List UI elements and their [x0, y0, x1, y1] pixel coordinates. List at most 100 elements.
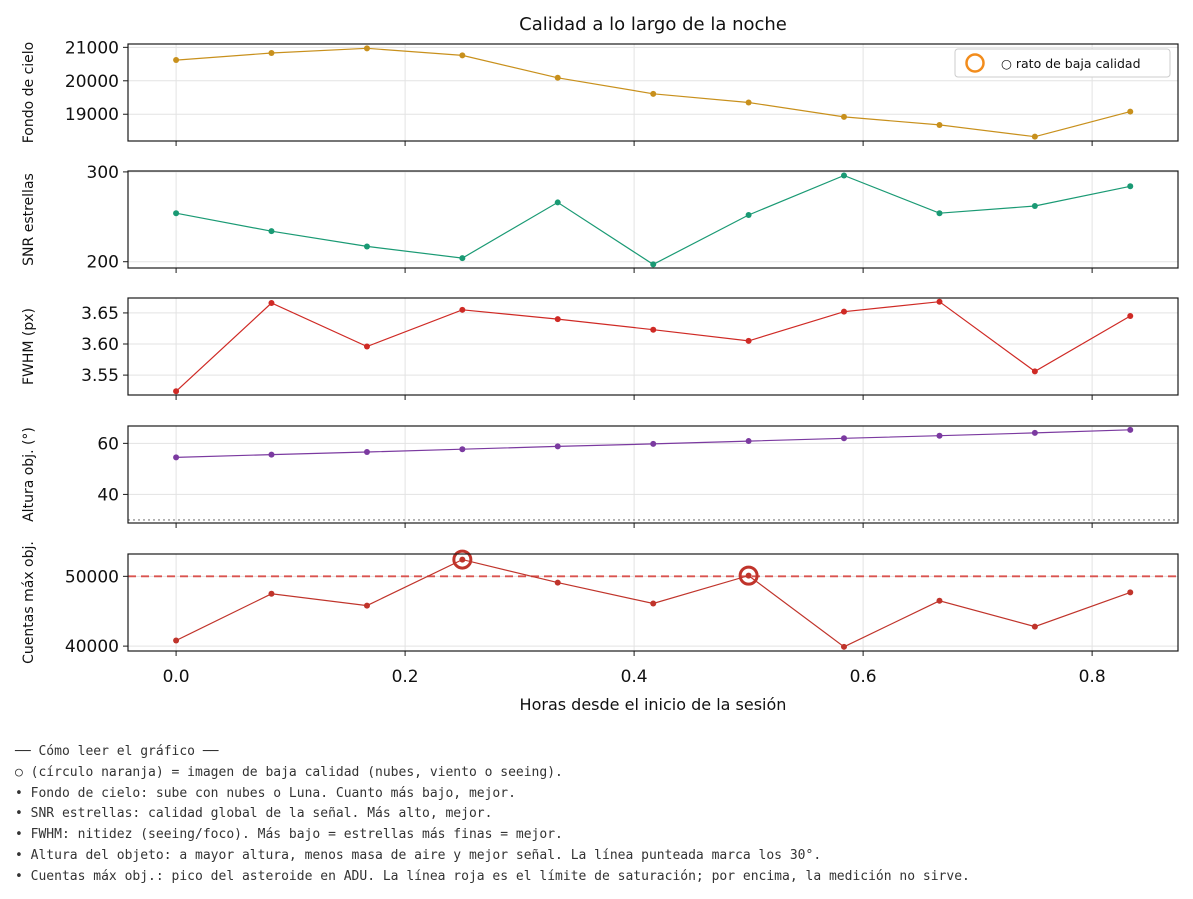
legend-box — [954, 48, 1171, 78]
panel-2: 200 300 SNR estrellas — [21, 163, 1179, 273]
data-point — [745, 572, 752, 579]
y-axis-label: FWHM (px) — [21, 308, 37, 385]
data-point — [268, 50, 275, 57]
series-line — [175, 301, 1131, 392]
axes-frame — [127, 553, 1179, 652]
y-tick-label: 3.55 — [81, 366, 119, 386]
data-point — [173, 57, 180, 64]
axes-frame — [127, 425, 1179, 524]
x-tick-label: 0.4 — [621, 667, 648, 687]
data-point — [936, 298, 943, 305]
data-point — [268, 299, 275, 306]
data-point — [268, 228, 275, 235]
y-axis-label: Cuentas máx obj. — [21, 541, 37, 664]
data-point — [1127, 108, 1134, 115]
flag-marker — [452, 549, 473, 570]
data-point — [173, 454, 180, 461]
data-point — [1031, 203, 1038, 210]
data-point — [745, 99, 752, 106]
data-point — [363, 602, 370, 609]
data-point — [554, 199, 561, 206]
y-tick-label: 200 — [87, 253, 119, 273]
panel-3: 3.55 3.60 3.65 FWHM (px) — [21, 297, 1179, 400]
data-point — [459, 306, 466, 313]
data-point — [363, 343, 370, 350]
data-point — [554, 74, 561, 81]
data-point — [650, 600, 657, 607]
chart-title: Calidad a lo largo de la noche — [519, 14, 787, 35]
data-point — [1031, 429, 1038, 436]
reading-notes: ── Cómo leer el gráfico ── ○ (círculo na… — [15, 742, 1175, 888]
data-point — [1127, 313, 1134, 320]
data-point — [554, 579, 561, 586]
notes-line: • Fondo de cielo: sube con nubes o Luna.… — [15, 785, 516, 801]
data-point — [1127, 426, 1134, 433]
axes-frame — [127, 170, 1179, 269]
legend-label: ○ rato de baja calidad — [1001, 56, 1141, 71]
notes-line: • FWHM: nitidez (seeing/foco). Más bajo … — [15, 827, 563, 843]
data-point — [363, 243, 370, 250]
data-point — [268, 451, 275, 458]
data-point — [459, 556, 466, 563]
legend-marker — [965, 53, 985, 73]
y-tick-label: 3.60 — [81, 335, 119, 355]
data-point — [840, 113, 847, 120]
data-point — [936, 432, 943, 439]
data-point — [650, 90, 657, 97]
y-tick-label: 20000 — [65, 72, 119, 92]
data-point — [1127, 589, 1134, 596]
data-point — [936, 597, 943, 604]
data-point — [363, 45, 370, 52]
notes-line: • SNR estrellas: calidad global de la se… — [15, 806, 493, 822]
data-point — [1031, 133, 1038, 140]
x-tick-label: 0.2 — [392, 667, 419, 687]
axes-frame — [127, 43, 1179, 142]
data-point — [650, 261, 657, 268]
data-point — [840, 643, 847, 650]
y-tick-label: 3.65 — [81, 304, 119, 324]
data-point — [1031, 623, 1038, 630]
y-tick-label: 60 — [97, 434, 119, 454]
data-point — [459, 446, 466, 453]
x-tick-label: 0.0 — [163, 667, 190, 687]
data-point — [650, 440, 657, 447]
data-point — [936, 210, 943, 217]
quality-chart: Calidad a lo largo de la noche 190002000… — [21, 14, 1179, 714]
flag-marker — [738, 565, 759, 586]
data-point — [840, 308, 847, 315]
data-point — [936, 121, 943, 128]
notes-heading: ── Cómo leer el gráfico ── — [15, 744, 219, 759]
data-point — [840, 172, 847, 179]
data-point — [459, 52, 466, 59]
y-tick-label: 19000 — [65, 105, 119, 125]
data-point — [1031, 368, 1038, 375]
data-point — [554, 316, 561, 323]
y-tick-label: 40000 — [65, 637, 119, 657]
y-axis-label: SNR estrellas — [21, 173, 37, 266]
data-point — [173, 637, 180, 644]
y-axis-label: Altura obj. (°) — [21, 427, 37, 522]
data-point — [363, 449, 370, 456]
x-tick-label: 0.8 — [1079, 667, 1106, 687]
data-point — [745, 212, 752, 219]
panel-4: 40 60 Altura obj. (°) — [21, 425, 1179, 528]
x-axis-label: Horas desde el inicio de la sesión — [520, 695, 787, 714]
legend: ○ rato de baja calidad — [954, 48, 1171, 78]
panel-5: 40000 50000 0.0 0.2 0.4 0.6 0.8 Cuentas máx obj… — [21, 541, 1179, 687]
notes-line: • Altura del objeto: a mayor altura, men… — [15, 847, 822, 863]
axes-frame — [127, 297, 1179, 396]
data-point — [745, 438, 752, 445]
notes-line: • Cuentas máx obj.: pico del asteroide e… — [15, 868, 970, 884]
y-tick-label: 40 — [97, 485, 119, 505]
y-axis-label: Fondo de cielo — [21, 42, 37, 144]
y-tick-label: 50000 — [65, 567, 119, 587]
data-point — [554, 443, 561, 450]
y-tick-label: 300 — [87, 163, 119, 183]
data-point — [173, 388, 180, 395]
data-point — [173, 210, 180, 217]
data-point — [459, 255, 466, 262]
notes-line: ○ (círculo naranja) = imagen de baja cal… — [15, 764, 563, 780]
data-point — [745, 337, 752, 344]
data-point — [268, 590, 275, 597]
y-tick-label: 21000 — [65, 38, 119, 58]
